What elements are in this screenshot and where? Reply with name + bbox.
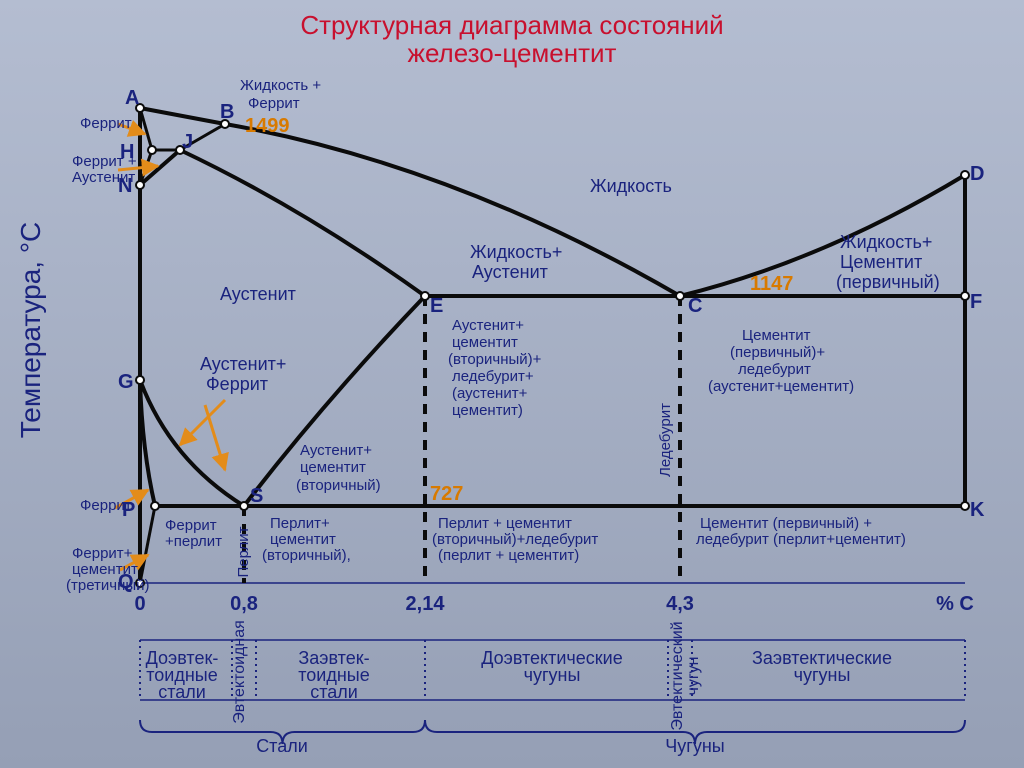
svg-text:стали: стали: [158, 682, 206, 702]
svg-text:Эвтектический: Эвтектический: [669, 621, 686, 730]
svg-text:Феррит: Феррит: [165, 517, 217, 534]
svg-text:чугуны: чугуны: [794, 665, 851, 685]
svg-text:% C: % C: [936, 593, 974, 615]
svg-text:(третичный): (третичный): [66, 577, 150, 594]
svg-text:цементит: цементит: [300, 459, 366, 476]
svg-text:B: B: [220, 101, 234, 123]
svg-text:Аустенит: Аустенит: [472, 262, 548, 282]
svg-text:Чугуны: Чугуны: [665, 736, 724, 756]
svg-text:Жидкость: Жидкость: [590, 176, 672, 196]
diagram-root: Структурная диаграмма состояний железо-ц…: [0, 0, 1024, 768]
svg-text:ледебурит (перлит+цементит): ледебурит (перлит+цементит): [696, 531, 906, 548]
svg-text:(вторичный),: (вторичный),: [262, 547, 351, 564]
svg-text:Цементит (первичный) +: Цементит (первичный) +: [700, 515, 872, 532]
svg-text:Феррит+: Феррит+: [72, 545, 133, 562]
title-line2: железо-цементит: [408, 38, 617, 68]
svg-text:+перлит: +перлит: [165, 533, 222, 550]
svg-text:Цементит: Цементит: [742, 327, 811, 344]
svg-text:Перлит+: Перлит+: [270, 515, 330, 532]
svg-text:Эвтектоидная: Эвтектоидная: [231, 620, 248, 724]
svg-text:Жидкость+: Жидкость+: [470, 242, 562, 262]
svg-text:стали: стали: [310, 682, 358, 702]
svg-text:Феррит: Феррит: [206, 374, 268, 394]
svg-text:ледебурит+: ледебурит+: [452, 368, 534, 385]
svg-text:1499: 1499: [245, 115, 290, 137]
svg-text:F: F: [970, 291, 982, 313]
svg-text:цементит: цементит: [270, 531, 336, 548]
y-axis-label: Температура, °С: [15, 222, 46, 439]
svg-text:Аустенит+: Аустенит+: [200, 354, 286, 374]
svg-text:Феррит: Феррит: [80, 497, 132, 514]
svg-text:Аустенит: Аустенит: [220, 284, 296, 304]
svg-text:Жидкость+: Жидкость+: [840, 232, 932, 252]
svg-text:(аустенит+цементит): (аустенит+цементит): [708, 378, 854, 395]
svg-text:(вторичный)+: (вторичный)+: [448, 351, 542, 368]
svg-text:цементит: цементит: [72, 561, 138, 578]
svg-text:Перлит: Перлит: [235, 526, 252, 577]
svg-text:S: S: [250, 485, 263, 507]
svg-text:2,14: 2,14: [406, 593, 446, 615]
title-line1: Структурная диаграмма состояний: [300, 10, 723, 40]
svg-text:C: C: [688, 295, 702, 317]
svg-text:A: A: [125, 87, 139, 109]
svg-text:D: D: [970, 163, 984, 185]
svg-text:чугун: чугун: [685, 656, 702, 695]
svg-text:4,3: 4,3: [666, 593, 694, 615]
svg-text:Аустенит+: Аустенит+: [300, 442, 372, 459]
svg-text:(вторичный): (вторичный): [296, 477, 381, 494]
svg-text:Цементит: Цементит: [840, 252, 922, 272]
svg-text:Ледебурит: Ледебурит: [657, 403, 674, 477]
svg-text:ледебурит: ледебурит: [738, 361, 811, 378]
svg-text:(первичный): (первичный): [836, 272, 940, 292]
svg-text:0: 0: [134, 593, 145, 615]
svg-text:J: J: [182, 131, 193, 153]
svg-text:(перлит + цементит): (перлит + цементит): [438, 547, 579, 564]
svg-text:Перлит + цементит: Перлит + цементит: [438, 515, 572, 532]
svg-text:0,8: 0,8: [230, 593, 258, 615]
svg-text:цементит): цементит): [452, 402, 523, 419]
svg-text:цементит: цементит: [452, 334, 518, 351]
svg-text:Температура, °С: Температура, °С: [15, 222, 46, 439]
svg-text:Стали: Стали: [256, 736, 308, 756]
svg-text:Аустенит+: Аустенит+: [452, 317, 524, 334]
phase-diagram-svg: Структурная диаграмма состояний железо-ц…: [0, 0, 1024, 768]
svg-text:(аустенит+: (аустенит+: [452, 385, 528, 402]
svg-text:Жидкость +: Жидкость +: [240, 77, 321, 94]
svg-text:Феррит: Феррит: [80, 115, 132, 132]
svg-text:727: 727: [430, 483, 463, 505]
svg-text:Феррит +: Феррит +: [72, 153, 137, 170]
svg-text:K: K: [970, 499, 985, 521]
svg-text:(вторичный)+ледебурит: (вторичный)+ледебурит: [432, 531, 598, 548]
svg-text:E: E: [430, 295, 443, 317]
svg-text:1147: 1147: [750, 273, 793, 295]
svg-text:G: G: [118, 371, 134, 393]
svg-text:Феррит: Феррит: [248, 95, 300, 112]
svg-text:(первичный)+: (первичный)+: [730, 344, 825, 361]
svg-text:чугуны: чугуны: [524, 665, 581, 685]
svg-text:Аустенит: Аустенит: [72, 169, 135, 186]
